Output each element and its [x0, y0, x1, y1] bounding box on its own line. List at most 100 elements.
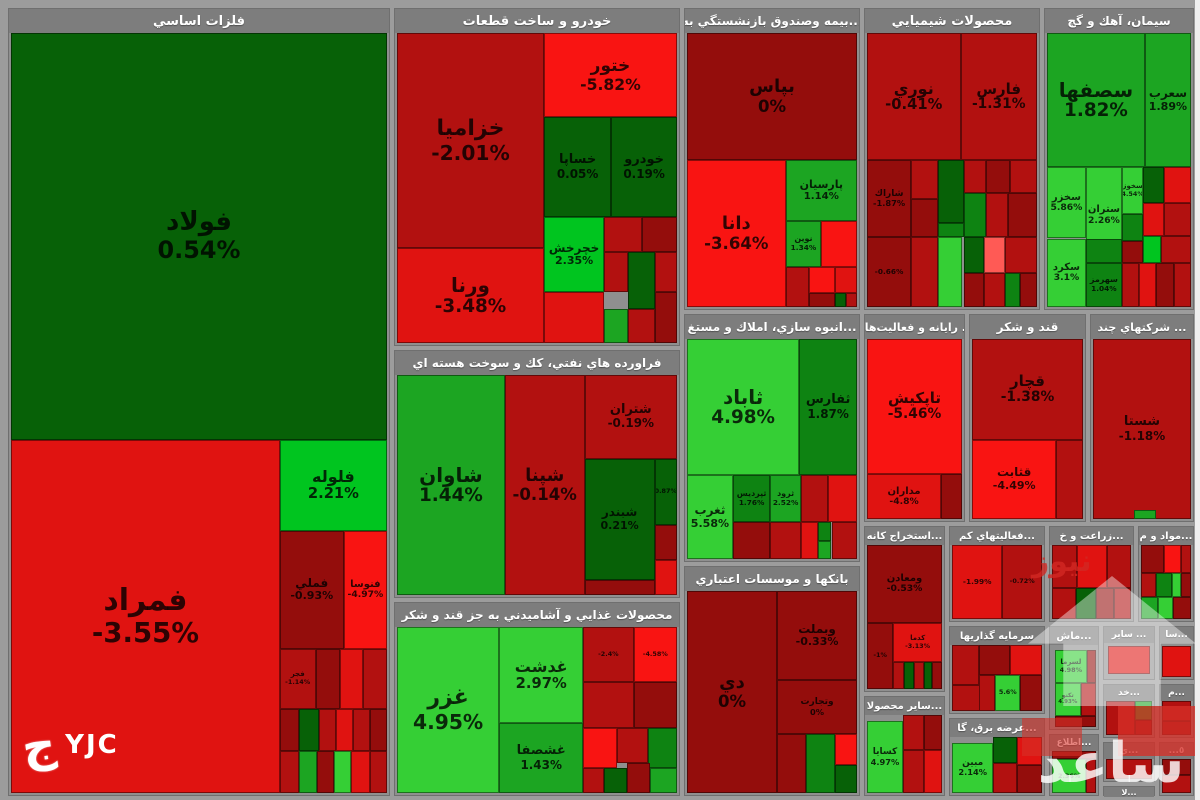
treemap-tile-computer-1[interactable]: مداران -4.8% [867, 474, 942, 519]
treemap-tile-small[interactable] [654, 524, 677, 560]
treemap-tile-small[interactable] [604, 251, 628, 292]
treemap-tile-small[interactable] [893, 661, 904, 689]
treemap-tile-oil-1[interactable]: شپنا -0.14% [504, 375, 585, 595]
treemap-tile-small[interactable] [828, 475, 857, 522]
treemap-tile-small[interactable] [1162, 646, 1191, 677]
treemap-tile-small[interactable] [628, 251, 655, 309]
treemap-tile-small[interactable] [654, 559, 677, 595]
treemap-tile-cement-0[interactable]: سصفها 1.82% [1047, 33, 1145, 168]
treemap-tile-small[interactable] [583, 728, 617, 769]
treemap-tile-small[interactable] [351, 751, 371, 793]
treemap-tile-small[interactable] [1163, 167, 1191, 203]
treemap-tile-small[interactable] [298, 709, 320, 752]
treemap-tile-small[interactable] [817, 541, 832, 559]
treemap-tile-auto-0[interactable]: خزاميا -2.01% [397, 33, 544, 249]
treemap-tile-lowact-0[interactable]: -1.99% [952, 545, 1003, 619]
treemap-tile-small[interactable] [1087, 649, 1096, 683]
treemap-tile-small[interactable] [370, 709, 387, 752]
treemap-tile-auto-3[interactable]: خودرو 0.19% [611, 116, 677, 218]
treemap-tile-small[interactable] [938, 237, 963, 307]
treemap-tile-small[interactable] [986, 160, 1010, 194]
treemap-tile-oil-4[interactable]: 0.87% [654, 458, 677, 525]
treemap-tile-small[interactable] [334, 751, 352, 793]
treemap-tile-small[interactable] [1158, 596, 1173, 619]
treemap-tile-small[interactable] [1077, 545, 1108, 588]
treemap-tile-realestate-2[interactable]: ثغرب 5.58% [687, 475, 733, 559]
treemap-tile-small[interactable] [1052, 751, 1096, 760]
treemap-tile-small[interactable] [1085, 238, 1122, 264]
treemap-tile-small[interactable] [1162, 701, 1191, 721]
treemap-tile-small[interactable] [279, 751, 299, 793]
treemap-tile-etelaa-0[interactable]: 2.36% [1052, 759, 1087, 793]
treemap-tile-cement-1[interactable]: سعرب 1.89% [1144, 33, 1191, 168]
treemap-tile-small[interactable] [650, 768, 677, 793]
treemap-tile-small[interactable] [941, 474, 962, 519]
treemap-tile-small[interactable] [1134, 701, 1152, 720]
treemap-tile-small[interactable] [800, 521, 818, 559]
treemap-tile-cement-4[interactable]: سخوز 4.54% [1121, 167, 1144, 214]
treemap-tile-small[interactable] [809, 293, 835, 307]
treemap-tile-small[interactable] [1052, 545, 1078, 588]
treemap-tile-small[interactable] [963, 193, 986, 238]
treemap-tile-small[interactable] [993, 762, 1017, 793]
treemap-tile-small[interactable] [647, 728, 677, 769]
treemap-tile-small[interactable] [1004, 237, 1037, 273]
treemap-tile-small[interactable] [963, 160, 986, 194]
treemap-tile-small[interactable] [1143, 202, 1164, 236]
treemap-tile-chemical-3[interactable]: -0.66% [867, 237, 912, 307]
treemap-tile-small[interactable] [1156, 573, 1172, 597]
treemap-tile-auto-1[interactable]: ختور -5.82% [544, 33, 677, 117]
treemap-tile-small[interactable] [845, 293, 857, 307]
treemap-tile-mining-1[interactable]: كدما -3.13% [893, 622, 942, 662]
treemap-tile-auto-2[interactable]: خساپا 0.05% [544, 116, 612, 218]
treemap-tile-small[interactable] [800, 475, 829, 522]
treemap-tile-small[interactable] [1016, 765, 1042, 793]
treemap-tile-small[interactable] [1106, 759, 1152, 779]
treemap-tile-small[interactable] [279, 709, 299, 752]
treemap-tile-metals-5[interactable]: فجر -1.14% [279, 648, 316, 710]
treemap-tile-otherprod-0[interactable]: كسايا 4.97% [867, 721, 903, 793]
treemap-tile-small[interactable] [1106, 701, 1135, 735]
treemap-tile-small[interactable] [1181, 573, 1191, 597]
treemap-tile-small[interactable] [1009, 160, 1037, 194]
treemap-tile-small[interactable] [1163, 545, 1181, 574]
treemap-tile-small[interactable] [963, 272, 985, 307]
treemap-tile-small[interactable] [777, 734, 806, 793]
treemap-tile-metals-3[interactable]: فملي -0.93% [279, 530, 344, 649]
treemap-tile-small[interactable] [1020, 674, 1042, 711]
treemap-tile-small[interactable] [1081, 682, 1096, 716]
treemap-tile-food-1[interactable]: غدشت 2.97% [499, 627, 584, 724]
treemap-tile-small[interactable] [1009, 645, 1042, 675]
treemap-tile-food-3[interactable]: -2.4% [583, 627, 634, 682]
treemap-tile-mash-1[interactable]: تكنو 4.93% [1054, 682, 1082, 716]
treemap-tile-small[interactable] [1056, 439, 1083, 519]
treemap-tile-small[interactable] [1107, 645, 1151, 675]
treemap-tile-small[interactable] [1162, 759, 1191, 776]
treemap-tile-small[interactable] [911, 160, 939, 199]
treemap-tile-cement-6[interactable]: سهرمز 1.04% [1085, 263, 1122, 307]
treemap-tile-small[interactable] [370, 751, 387, 793]
treemap-tile-cement-5[interactable]: سكرد 3.1% [1047, 238, 1086, 307]
treemap-tile-small[interactable] [583, 681, 634, 729]
treemap-tile-small[interactable] [1143, 167, 1164, 203]
treemap-tile-small[interactable] [732, 521, 771, 559]
treemap-tile-insurance-3[interactable]: نوين 1.34% [785, 220, 822, 268]
treemap-tile-small[interactable] [1121, 263, 1140, 307]
treemap-tile-lowact-1[interactable]: -0.72% [1002, 545, 1042, 619]
treemap-tile-small[interactable] [340, 648, 363, 710]
treemap-tile-small[interactable] [911, 237, 939, 307]
treemap-tile-small[interactable] [979, 645, 1010, 675]
treemap-tile-cement-2[interactable]: سخزر 5.86% [1047, 167, 1086, 239]
treemap-tile-small[interactable] [903, 661, 914, 689]
treemap-tile-oil-0[interactable]: شاوان 1.44% [397, 375, 505, 595]
treemap-tile-small[interactable] [831, 521, 857, 559]
treemap-tile-small[interactable] [785, 267, 810, 307]
treemap-tile-sugar-1[interactable]: قثابت -4.49% [972, 439, 1057, 519]
treemap-tile-invest-0[interactable]: 5.6% [995, 674, 1021, 711]
treemap-tile-small[interactable] [1054, 715, 1096, 727]
treemap-tile-banks-0[interactable]: دي 0% [687, 591, 778, 793]
treemap-tile-small[interactable] [938, 160, 964, 224]
treemap-tile-small[interactable] [1075, 587, 1097, 619]
treemap-tile-chemical-1[interactable]: فارس -1.31% [960, 33, 1037, 161]
treemap-tile-small[interactable] [1181, 545, 1191, 574]
